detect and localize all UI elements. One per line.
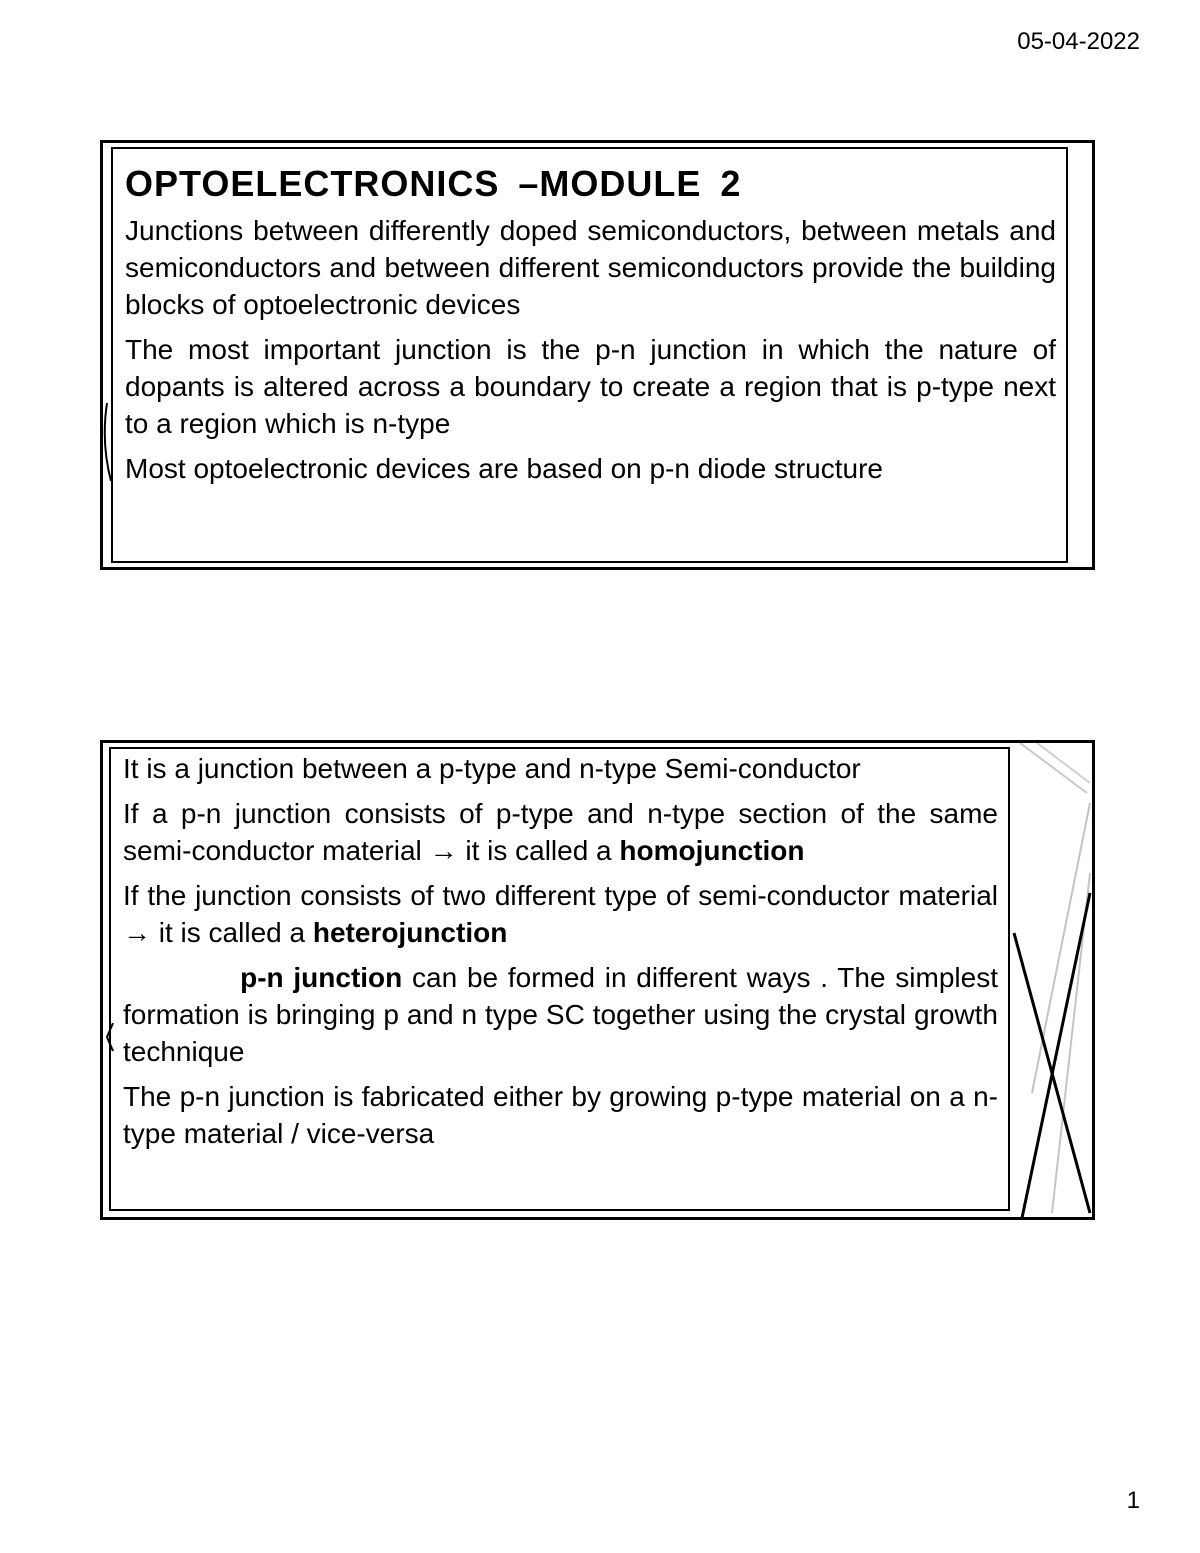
slide-1: OPTOELECTRONICS –MODULE 2 Junctions betw…	[100, 140, 1095, 570]
slide-1-para-1: Junctions between differently doped semi…	[113, 211, 1066, 330]
slide-2-para-2: If a p-n junction consists of p-type and…	[111, 794, 1008, 876]
page-date: 05-04-2022	[1017, 28, 1140, 56]
slide-2-decoration	[1002, 743, 1092, 1223]
slide-2-p4-bold: p-n junction	[240, 962, 402, 993]
page-number: 1	[1127, 1487, 1140, 1515]
slide-2-inner: It is a junction between a p-type and n-…	[109, 747, 1010, 1211]
slide-2-para-1: It is a junction between a p-type and n-…	[111, 749, 1008, 794]
arrow-icon: →	[430, 835, 458, 866]
slide-2-p2-b: it is called a	[458, 835, 620, 866]
slide-2-p3-a: If the junction consists of two differen…	[123, 880, 998, 911]
slide-1-para-2: The most important junction is the p-n j…	[113, 330, 1066, 449]
slide-1-para-3: Most optoelectronic devices are based on…	[113, 449, 1066, 494]
slide-2: It is a junction between a p-type and n-…	[100, 740, 1095, 1220]
arrow-icon: →	[123, 917, 151, 948]
slide-2-p3-bold: heterojunction	[313, 917, 507, 948]
slide-2-p3-b: it is called a	[151, 917, 313, 948]
slide-2-para-4: p-n junction can be formed in different …	[111, 958, 1008, 1077]
slide-2-para-5: The p-n junction is fabricated either by…	[111, 1077, 1008, 1159]
slide-2-p2-bold: homojunction	[619, 835, 804, 866]
slide-1-title: OPTOELECTRONICS –MODULE 2	[113, 149, 1066, 211]
slide-2-para-3: If the junction consists of two differen…	[111, 876, 1008, 958]
slide-2-p4-pre	[123, 962, 240, 993]
slide-1-inner: OPTOELECTRONICS –MODULE 2 Junctions betw…	[111, 147, 1068, 563]
